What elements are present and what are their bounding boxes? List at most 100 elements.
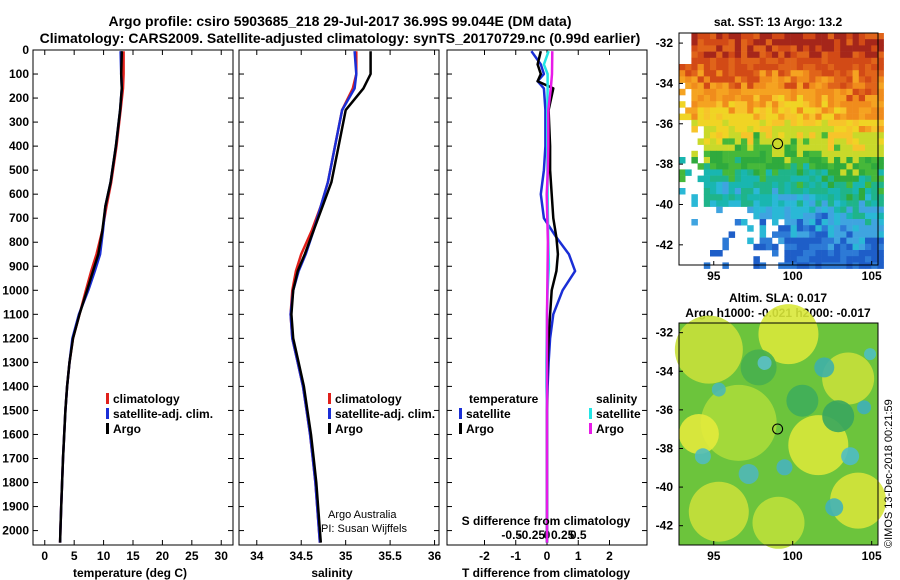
sst-cell bbox=[741, 194, 748, 201]
sst-cell bbox=[741, 119, 748, 127]
sst-cell bbox=[803, 219, 810, 226]
sst-cell bbox=[865, 82, 872, 90]
sst-cell bbox=[846, 243, 853, 251]
sst-cell bbox=[809, 88, 816, 96]
sst-cell bbox=[790, 126, 798, 133]
sst-cell bbox=[710, 200, 717, 207]
sst-cell bbox=[827, 188, 835, 195]
sst-map-title: sat. SST: 13 Argo: 13.2 bbox=[714, 15, 843, 29]
sst-cell bbox=[815, 57, 822, 65]
sst-cell bbox=[846, 150, 853, 158]
sst-cell bbox=[728, 138, 736, 145]
sst-cell bbox=[852, 64, 860, 71]
sst-cell bbox=[722, 57, 729, 65]
sst-cell bbox=[809, 157, 816, 164]
sst-cell bbox=[846, 132, 853, 139]
sst-cell bbox=[710, 107, 717, 114]
sst-cell bbox=[772, 82, 779, 90]
sst-cell bbox=[852, 243, 860, 251]
sst-cell bbox=[803, 113, 810, 121]
sst-cell bbox=[877, 256, 884, 263]
sst-cell bbox=[722, 39, 729, 46]
sst-cell bbox=[865, 163, 872, 170]
sst-cell bbox=[846, 95, 853, 102]
sst-cell bbox=[809, 206, 816, 214]
sst-cell bbox=[784, 243, 791, 251]
sst-cell bbox=[753, 57, 760, 65]
sst-cell bbox=[728, 175, 736, 183]
sst-cell bbox=[772, 243, 779, 251]
sst-cell bbox=[722, 237, 729, 245]
sst-cell bbox=[710, 157, 717, 164]
sst-cell bbox=[784, 169, 791, 176]
legend-swatch-climatology bbox=[328, 393, 331, 404]
sst-cell bbox=[796, 64, 804, 71]
sst-cell bbox=[728, 64, 736, 71]
sst-cell bbox=[796, 188, 804, 195]
sst-cell bbox=[765, 194, 773, 201]
sst-cell bbox=[728, 163, 736, 170]
sst-cell bbox=[834, 250, 841, 257]
sst-cell bbox=[778, 181, 785, 189]
legend-label-t-satellite: satellite bbox=[466, 407, 511, 421]
sst-cell bbox=[834, 256, 841, 263]
sst-cell bbox=[796, 219, 804, 226]
sst-cell bbox=[809, 64, 816, 71]
top-tick-label: 0.5 bbox=[570, 528, 587, 542]
sst-cell bbox=[834, 119, 841, 127]
sst-cell bbox=[753, 163, 760, 170]
sst-cell bbox=[796, 138, 804, 145]
sst-cell bbox=[759, 219, 767, 226]
sst-cell bbox=[734, 51, 742, 59]
sst-cell bbox=[710, 150, 717, 158]
sst-cell bbox=[716, 119, 723, 127]
sst-cell bbox=[716, 181, 723, 189]
sst-cell bbox=[834, 132, 841, 139]
sst-cell bbox=[809, 150, 816, 158]
sst-cell bbox=[703, 95, 711, 102]
sst-cell bbox=[790, 95, 798, 102]
sst-cells bbox=[679, 33, 884, 269]
sst-cell bbox=[846, 64, 853, 71]
sst-cell bbox=[821, 237, 829, 245]
sst-cell bbox=[815, 76, 822, 83]
sst-cell bbox=[747, 39, 754, 46]
y-tick-label: 800 bbox=[9, 235, 29, 249]
x-tick-label: -2 bbox=[479, 549, 490, 563]
sst-cell bbox=[728, 95, 736, 102]
sst-cell bbox=[858, 95, 866, 102]
sst-cell bbox=[784, 163, 791, 170]
sst-cell bbox=[877, 200, 884, 207]
sst-cell bbox=[784, 51, 791, 59]
sst-cell bbox=[784, 107, 791, 114]
sst-cell bbox=[765, 243, 773, 251]
sst-cell bbox=[858, 64, 866, 71]
sst-cell bbox=[821, 175, 829, 183]
sst-cell bbox=[821, 144, 829, 152]
sst-cell bbox=[778, 150, 785, 158]
sst-cell bbox=[790, 231, 798, 238]
sst-cell bbox=[685, 107, 692, 114]
sst-cell bbox=[796, 95, 804, 102]
sst-cell bbox=[716, 76, 723, 83]
sst-cell bbox=[772, 101, 779, 108]
legend-swatch-satellite-adj bbox=[328, 408, 331, 419]
sst-cell bbox=[784, 57, 791, 65]
sst-cell bbox=[815, 88, 822, 96]
sst-cell bbox=[741, 188, 748, 195]
sst-cell bbox=[790, 157, 798, 164]
sst-cell bbox=[722, 119, 729, 127]
sst-cell bbox=[852, 150, 860, 158]
sst-cell bbox=[772, 119, 779, 127]
sst-cell bbox=[790, 88, 798, 96]
sst-cell bbox=[790, 262, 798, 269]
sst-cell bbox=[834, 188, 841, 195]
sst-cell bbox=[741, 45, 748, 52]
sst-cell bbox=[722, 157, 729, 164]
sst-cell bbox=[747, 194, 754, 201]
sst-cell bbox=[803, 194, 810, 201]
sst-cell bbox=[846, 70, 853, 77]
sst-cell bbox=[759, 150, 767, 158]
sst-cell bbox=[852, 57, 860, 65]
sst-cell bbox=[834, 262, 841, 269]
